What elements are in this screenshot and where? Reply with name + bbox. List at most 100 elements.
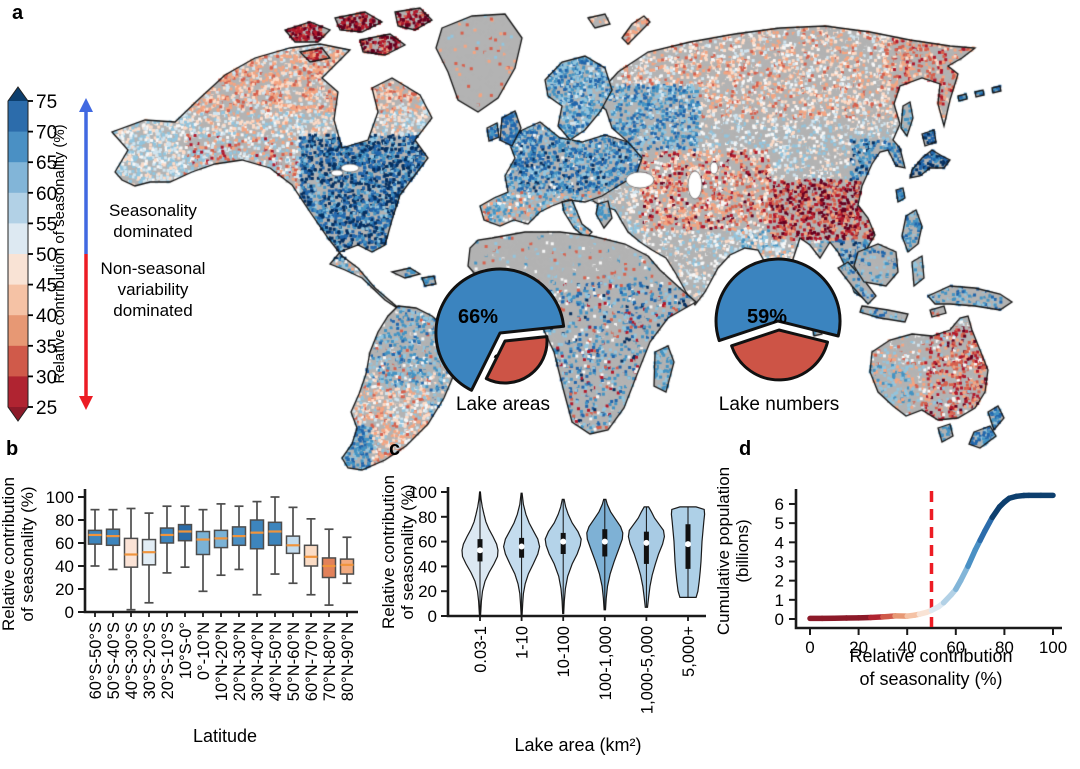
colorbar-band [8,223,28,255]
tick-label: 40 [418,557,437,576]
tick-label: 20 [55,580,74,599]
cumulative-xlabel-line1: Relative contribution [849,646,1012,666]
tick-label: 80 [995,638,1014,657]
colorbar-bottom-end [8,407,28,421]
colorbar-band [8,315,28,347]
pie-lake-areas-title: Lake areas [455,394,550,415]
colorbar-band [8,162,28,194]
violin-ylabel-line1: Relative contribution [380,475,398,629]
tick-label: 50 [36,245,57,266]
violinplot-lake-area: Relative contribution of seasonality (%)… [380,475,706,755]
tick-label: 65 [36,153,57,174]
tick-label: 40°S-30°S [123,622,141,699]
tick-label: 70°N-80°N [321,622,339,701]
tick-label: 20 [849,638,868,657]
tick-label: 60°N-70°N [303,622,321,701]
colorbar-title: Relative contribution of seasonality (%) [51,124,68,383]
tick-label: 20°S-10°S [159,622,177,699]
tick-label: 40 [36,306,57,327]
tick-label: 0 [65,603,74,622]
pie-slice-non-seasonal [730,328,829,382]
panel-d-label: d [739,438,752,460]
tick-label: 40 [898,638,917,657]
cumulative-ylabel-line1: Cumulative population [714,467,733,635]
tick-label: 75 [36,92,57,113]
tick-label: 50°N-60°N [285,622,303,701]
violin-xlabel: Lake area (km²) [514,735,641,755]
cumulative-population-chart: Cumulative population (billions) Relativ… [714,467,1067,689]
tick-label: 3 [775,552,784,571]
pie-slice-non-seasonal [484,335,549,385]
tick-label: 4 [775,533,784,552]
tick-label: 100 [1039,638,1067,657]
panel-a-label: a [12,2,24,24]
tick-label: 40 [55,557,74,576]
cumulative-ylabel-line2: (billions) [733,519,752,582]
tick-label: 60 [55,534,74,553]
tick-label: 80 [55,511,74,530]
axes [794,489,1062,630]
tick-label: 6 [775,495,784,514]
tick-label: 1,000-5,000 [638,626,656,714]
tick-label: 0°-10°N [195,622,213,680]
pie-lake-areas: 34% 66% [434,267,566,392]
box [177,523,193,542]
tick-label: 5 [775,514,784,533]
violin-iqr-box [643,531,649,564]
violin-median-dot [518,543,525,550]
tick-label: 45 [36,276,57,297]
boxplot-xlabel: Latitude [193,726,257,746]
tick-label: 60°S-50°S [87,622,105,699]
tick-label: 30 [36,367,57,388]
pie-lake-areas-major-label: 66% [458,306,498,328]
tick-label: 10°N-20°N [213,622,231,701]
tick-label: 0 [775,610,784,629]
tick-label: 20 [418,582,437,601]
cumulative-xlabel-line2: of seasonality (%) [859,669,1002,689]
violin-median-dot [477,547,483,554]
colorbar-band [8,345,28,377]
violin-median-dot [685,541,691,548]
colorbar-top-end [8,87,28,101]
box [87,529,103,545]
colorbar-band [8,376,28,408]
tick-label: 80°N-90°N [339,622,357,701]
tick-label: 70 [36,123,57,144]
non-seasonal-dominated-label: Non-seasonal variability dominated [100,259,206,320]
cumulative-curve-segment [965,547,978,570]
violin-median-dot [560,538,567,545]
tick-label: 50°S-40°S [105,622,123,699]
colorbar: Relative contribution of seasonality (%)… [7,86,68,422]
tick-label: 60 [36,184,57,205]
tick-label: 0.03-1 [472,626,490,673]
boxplot-ylabel-line2: of seasonality (%) [18,486,37,621]
colorbar-band [8,101,28,132]
down-arrowhead-icon [79,396,93,410]
tick-label: 35 [36,337,57,358]
pie-lake-numbers: 41% 59% [714,257,842,382]
panel-b-label: b [6,438,19,460]
tick-label: 30°N-40°N [249,622,267,701]
tick-label: 100 [409,483,437,502]
tick-label: 60 [946,638,965,657]
violin-median-dot [643,539,650,546]
tick-label: 80 [418,508,437,527]
tick-label: 10°S-0° [177,622,195,679]
colorbar-band [8,131,28,163]
tick-label: 20°N-30°N [231,622,249,701]
tick-label: 10-100 [555,626,573,677]
box [303,544,319,567]
seasonality-dominated-label: Seasonality dominated [109,201,197,241]
box [249,519,265,550]
tick-label: 1-10 [514,626,532,659]
violin-ylabel-line2: of seasonality (%) [398,484,417,619]
panel-c-label: c [389,438,401,460]
violin-median-dot [601,538,608,545]
tick-label: 2 [775,572,784,591]
box [339,558,355,575]
tick-label: 100-1,000 [597,626,615,700]
tick-label: 5,000+ [680,626,698,677]
pie-slice-seasonality [434,267,566,392]
box [321,557,337,579]
